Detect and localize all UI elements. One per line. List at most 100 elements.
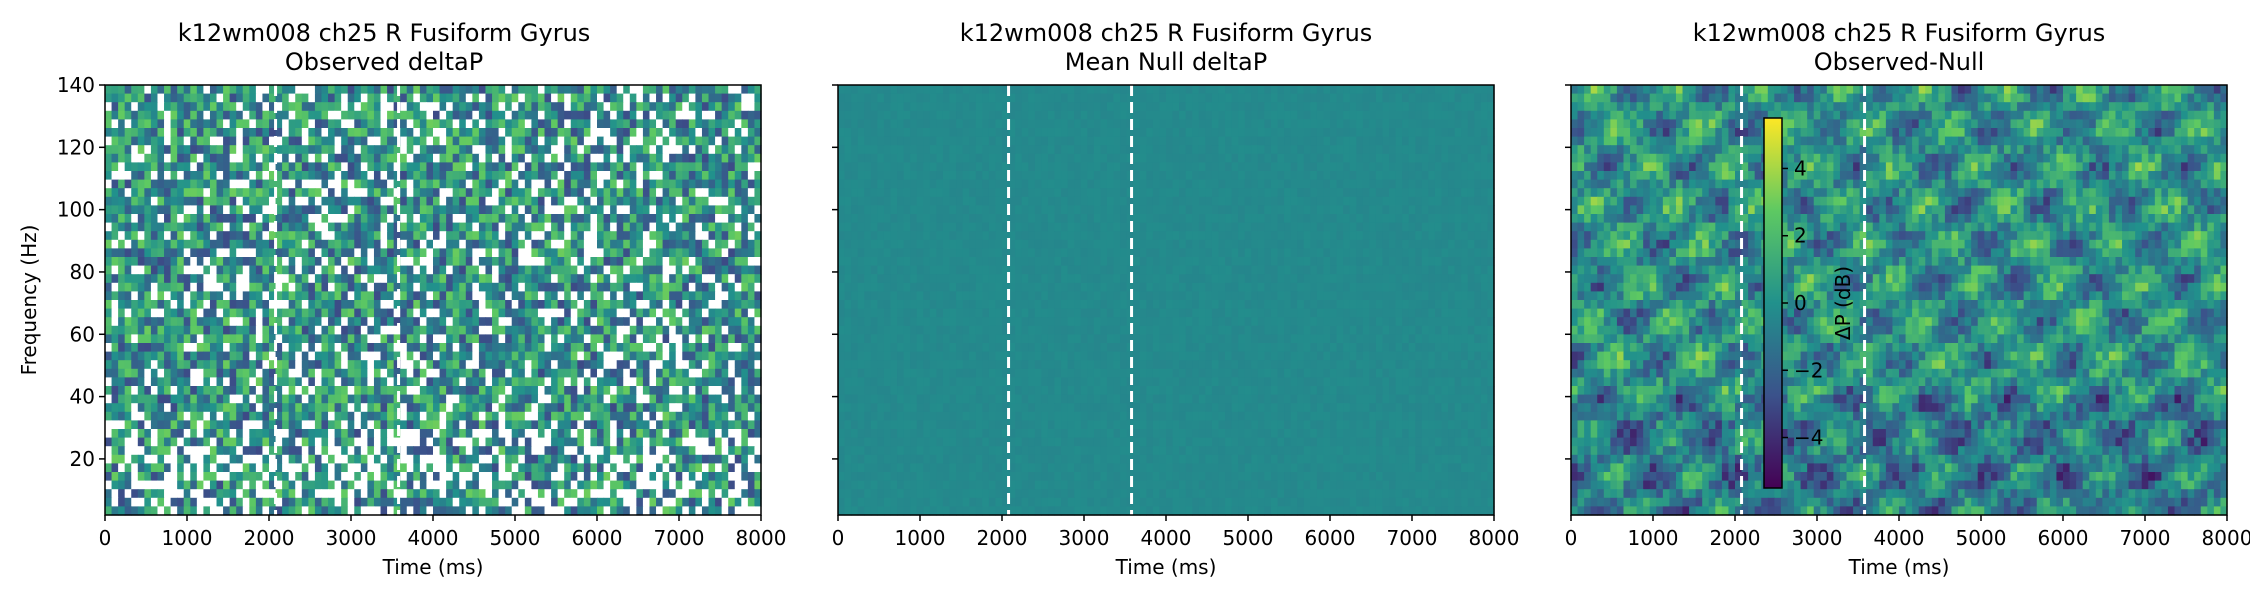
- heatmap-cell: [741, 153, 749, 163]
- heatmap-cell: [518, 386, 526, 396]
- heatmap-cell: [328, 497, 336, 507]
- heatmap-cell: [157, 145, 165, 155]
- heatmap-cell: [459, 196, 467, 206]
- heatmap-cell: [485, 308, 493, 318]
- heatmap-cell: [105, 179, 113, 189]
- heatmap-cell: [131, 429, 139, 439]
- heatmap-cell: [518, 291, 526, 301]
- heatmap-cell: [734, 446, 742, 456]
- heatmap-cell: [459, 377, 467, 387]
- heatmap-cell: [380, 394, 388, 404]
- heatmap-cell: [570, 506, 578, 516]
- heatmap-cell: [708, 93, 716, 103]
- heatmap-cell: [669, 239, 677, 249]
- heatmap-cell: [544, 360, 552, 370]
- heatmap-cell: [583, 506, 592, 516]
- heatmap-cell: [721, 196, 729, 206]
- heatmap-cell: [629, 282, 637, 292]
- heatmap-cell: [583, 205, 592, 215]
- heatmap-cell: [577, 222, 585, 232]
- heatmap-cell: [557, 480, 565, 490]
- heatmap-cell: [708, 119, 716, 129]
- heatmap-cell: [656, 214, 664, 224]
- heatmap-cell: [728, 291, 736, 301]
- heatmap-cell: [544, 446, 552, 456]
- heatmap-cell: [747, 257, 756, 267]
- heatmap-cell: [236, 196, 244, 206]
- heatmap-cell: [544, 480, 552, 490]
- heatmap-cell: [577, 214, 585, 224]
- heatmap-cell: [695, 153, 703, 163]
- heatmap-cell: [688, 317, 696, 327]
- heatmap-cell: [439, 480, 447, 490]
- heatmap-cell: [459, 188, 467, 198]
- heatmap-cell: [203, 110, 211, 120]
- heatmap-cell: [459, 420, 467, 430]
- heatmap-cell: [111, 274, 119, 284]
- heatmap-cell: [124, 93, 132, 103]
- heatmap-cell: [124, 454, 132, 464]
- heatmap-cell: [656, 351, 664, 361]
- heatmap-cell: [682, 119, 690, 129]
- heatmap-cell: [341, 480, 349, 490]
- heatmap-cell: [728, 257, 736, 267]
- heatmap-cell: [288, 472, 296, 482]
- heatmap-cell: [511, 472, 519, 482]
- heatmap-cell: [341, 231, 349, 241]
- heatmap-cell: [177, 171, 185, 181]
- heatmap-cell: [505, 506, 513, 516]
- heatmap-cell: [229, 231, 237, 241]
- heatmap-cell: [223, 360, 231, 370]
- heatmap-cell: [164, 153, 172, 163]
- heatmap-cell: [426, 205, 434, 215]
- heatmap-cell: [308, 429, 316, 439]
- heatmap-cell: [695, 282, 703, 292]
- heatmap-cell: [675, 171, 683, 181]
- heatmap-cell: [236, 93, 244, 103]
- heatmap-cell: [459, 162, 467, 172]
- heatmap-cell: [433, 102, 441, 112]
- heatmap-cell: [236, 506, 244, 516]
- heatmap-cell: [669, 231, 677, 241]
- heatmap-cell: [741, 308, 749, 318]
- heatmap-cell: [459, 454, 467, 464]
- heatmap-cell: [433, 239, 441, 249]
- heatmap-cell: [426, 360, 434, 370]
- heatmap-cell: [478, 119, 487, 129]
- heatmap-cell: [701, 411, 710, 421]
- heatmap-cell: [262, 119, 270, 129]
- heatmap-cell: [577, 231, 585, 241]
- heatmap-cell: [649, 334, 657, 344]
- heatmap-cell: [334, 231, 342, 241]
- heatmap-cell: [177, 386, 185, 396]
- heatmap-cell: [649, 110, 657, 120]
- heatmap-cell: [308, 265, 316, 275]
- heatmap-cell: [472, 179, 480, 189]
- heatmap-cell: [347, 257, 355, 267]
- heatmap-cell: [669, 188, 677, 198]
- heatmap-cell: [452, 463, 460, 473]
- heatmap-cell: [223, 179, 231, 189]
- heatmap-cell: [380, 429, 388, 439]
- heatmap-cell: [328, 308, 336, 318]
- heatmap-cell: [747, 205, 756, 215]
- heatmap-cell: [433, 214, 441, 224]
- heatmap-cell: [413, 446, 421, 456]
- heatmap-cell: [347, 472, 355, 482]
- heatmap-cell: [570, 497, 578, 507]
- heatmap-cell: [150, 489, 159, 499]
- heatmap-cell: [701, 239, 710, 249]
- heatmap-cell: [675, 93, 683, 103]
- heatmap-cell: [196, 386, 204, 396]
- heatmap-cell: [701, 446, 710, 456]
- heatmap-cell: [282, 437, 290, 447]
- heatmap-cell: [419, 110, 428, 120]
- heatmap-cell: [177, 334, 185, 344]
- heatmap-cell: [551, 377, 559, 387]
- heatmap-cell: [603, 205, 611, 215]
- heatmap-cell: [426, 325, 434, 335]
- heatmap-cell: [393, 214, 401, 224]
- heatmap-cell: [426, 119, 434, 129]
- heatmap-cell: [551, 317, 559, 327]
- heatmap-cell: [282, 196, 290, 206]
